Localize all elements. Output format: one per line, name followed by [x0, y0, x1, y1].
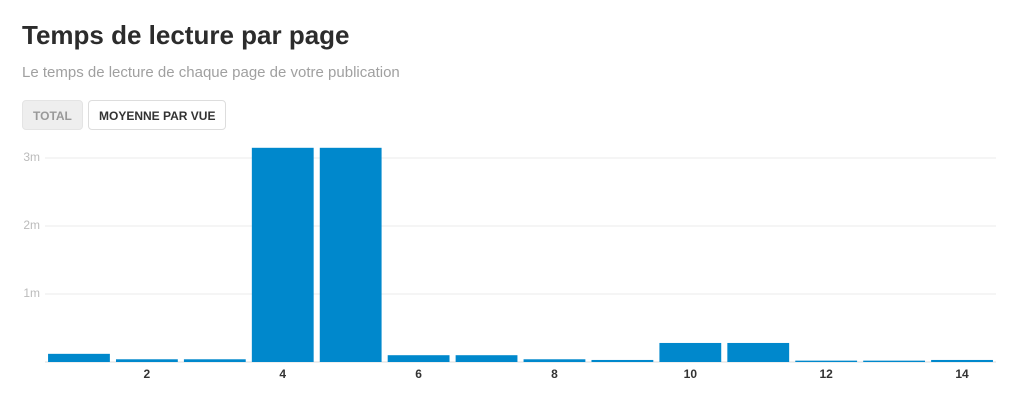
bar [387, 355, 450, 362]
y-tick-label: 2m [23, 218, 40, 232]
x-tick-label: 4 [279, 367, 286, 381]
x-tick-label: 2 [144, 367, 151, 381]
toggle-button[interactable]: TOTAL [22, 100, 83, 130]
x-tick-label: 8 [551, 367, 558, 381]
bar [659, 342, 722, 362]
x-tick-label: 10 [684, 367, 698, 381]
bar [251, 147, 314, 362]
bar [795, 360, 858, 362]
chart-title: Temps de lecture par page [22, 20, 350, 50]
bar [455, 355, 518, 362]
bar [523, 359, 586, 362]
bar [931, 359, 993, 362]
bar [591, 359, 654, 362]
x-tick-label: 14 [955, 367, 969, 381]
toggle-button[interactable]: MOYENNE PAR VUE [88, 100, 227, 130]
bar [863, 360, 926, 362]
bar [319, 147, 382, 362]
bar [727, 342, 790, 362]
x-tick-label: 6 [415, 367, 422, 381]
subtitle: Le temps de lecture de chaque page de vo… [22, 64, 400, 81]
bar [183, 359, 246, 362]
y-tick-label: 1m [23, 286, 40, 300]
x-tick-label: 12 [819, 367, 833, 381]
y-tick-label: 3m [23, 150, 40, 164]
bar [115, 359, 178, 362]
bar [48, 353, 110, 362]
